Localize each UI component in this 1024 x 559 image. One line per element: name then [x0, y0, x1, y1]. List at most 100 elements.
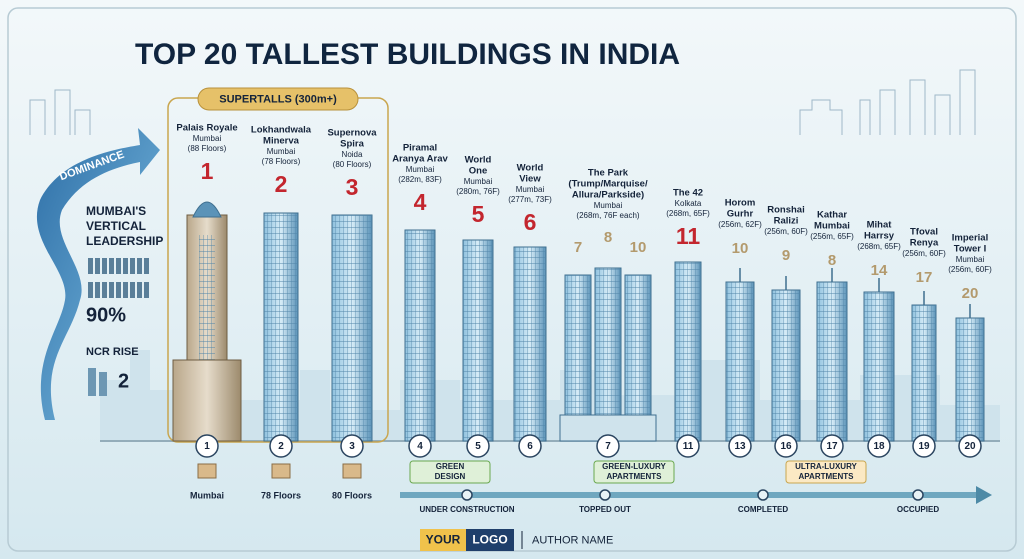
- rank: 11: [676, 223, 701, 249]
- tag-text: DESIGN: [435, 472, 466, 481]
- marker-number: 7: [605, 441, 611, 452]
- building-name: Allura/Parkside): [572, 190, 644, 201]
- marker-number: 16: [780, 441, 792, 452]
- tower-icon: [109, 282, 114, 298]
- building-name: Mihat: [867, 220, 893, 231]
- rank: 4: [414, 189, 427, 215]
- footnote: 80 Floors: [332, 490, 372, 500]
- building-detail: (282m, 83F): [398, 175, 442, 184]
- tower-icon: [123, 282, 128, 298]
- building-name: Ralizi: [774, 216, 799, 227]
- tower-icon: [116, 282, 121, 298]
- tower-windows: [817, 282, 847, 441]
- marker-circle: [466, 434, 490, 458]
- tag-text: GREEN-LUXURY: [602, 462, 666, 471]
- marker-number: 18: [873, 441, 885, 452]
- building-name: Renya: [910, 238, 939, 249]
- building-name: The 42: [673, 188, 703, 199]
- ncr-count: 2: [118, 370, 129, 392]
- tower-windows: [726, 282, 754, 441]
- tower-icon: [123, 258, 128, 274]
- tower-base: [172, 359, 242, 442]
- building-city: Mumbai: [406, 165, 435, 174]
- tower-windows: [405, 230, 435, 441]
- tower-windows: [332, 215, 372, 441]
- title: TOP 20 TALLEST BUILDINGS IN INDIA: [135, 38, 680, 71]
- building-name: World: [465, 155, 492, 166]
- skyline-sketch: [29, 69, 976, 135]
- tower-icon: [109, 258, 114, 274]
- building-name: Harrsy: [864, 231, 895, 242]
- building-name: Spira: [340, 139, 364, 150]
- ncr-icon: [99, 372, 107, 396]
- building-name: Horom: [725, 198, 756, 209]
- tag-box: [409, 460, 491, 484]
- rank: 8: [828, 252, 836, 269]
- ncr-label: NCR RISE: [86, 346, 139, 358]
- building-name: One: [469, 166, 487, 177]
- tower-icon: [88, 258, 93, 274]
- marker-circle: [340, 434, 364, 458]
- ncr-icon: [88, 368, 96, 396]
- building-detail: (268m, 65F): [666, 209, 710, 218]
- building-name: Lokhandwala: [251, 125, 312, 136]
- dome: [192, 201, 222, 218]
- footnote: Mumbai: [190, 490, 224, 500]
- logo-right-box: [466, 529, 514, 551]
- ribbon: [36, 128, 160, 420]
- rank: 20: [962, 285, 979, 302]
- footnote: 78 Floors: [261, 490, 301, 500]
- building-name: Kathar: [817, 210, 847, 221]
- marker-number: 3: [349, 441, 355, 452]
- sidebar-heading: MUMBAI'S: [86, 204, 146, 218]
- tower-icon: [102, 282, 107, 298]
- tower-icon: [144, 258, 149, 274]
- building-city: Kolkata: [675, 199, 702, 208]
- building-name: World: [517, 163, 544, 174]
- marker-number: 13: [734, 441, 746, 452]
- tower-icon: [130, 258, 135, 274]
- building-name: Tfoval: [910, 227, 938, 238]
- building-detail: (256m, 62F): [718, 220, 762, 229]
- tower-icon: [130, 282, 135, 298]
- tower-windows: [514, 247, 546, 441]
- building-name: Aranya Arav: [392, 154, 448, 165]
- building-name: Piramal: [403, 143, 437, 154]
- marker-number: 2: [278, 441, 284, 452]
- building-name: The Park: [588, 168, 629, 179]
- building-name: Imperial: [952, 233, 988, 244]
- marker-circle: [958, 434, 982, 458]
- tower-icon: [137, 282, 142, 298]
- building-detail: (277m, 73F): [508, 195, 552, 204]
- tower-windows: [199, 235, 215, 360]
- marker-circle: [912, 434, 936, 458]
- building-city: Mumbai: [516, 185, 545, 194]
- tower-windows: [595, 268, 621, 441]
- tag-box: [593, 460, 675, 484]
- timeline-label: OCCUPIED: [897, 505, 939, 514]
- building-city: Mumbai: [193, 134, 222, 143]
- tag-text: APARTMENTS: [607, 472, 663, 481]
- timeline-label: UNDER CONSTRUCTION: [419, 505, 514, 514]
- supertall-badge: [197, 87, 359, 111]
- marker-number: 17: [826, 441, 838, 452]
- rank: 5: [472, 201, 485, 227]
- rank: 3: [346, 174, 359, 200]
- building-city: Noida: [342, 150, 363, 159]
- building-name: Ronshai: [767, 205, 804, 216]
- marker-circle: [676, 434, 700, 458]
- tower-windows: [864, 292, 894, 441]
- timeline-arrow: [976, 486, 992, 504]
- sidebar-heading: LEADERSHIP: [86, 234, 163, 248]
- tower-icon: [144, 282, 149, 298]
- timeline-dot: [599, 489, 611, 501]
- rank: 14: [871, 262, 888, 279]
- sidebar-heading: VERTICAL: [86, 219, 146, 233]
- building-name: Supernova: [327, 128, 377, 139]
- marker-number: 1: [204, 441, 210, 452]
- tower-windows: [912, 305, 936, 441]
- marker-number: 11: [683, 441, 694, 452]
- marker-number: 20: [964, 441, 976, 452]
